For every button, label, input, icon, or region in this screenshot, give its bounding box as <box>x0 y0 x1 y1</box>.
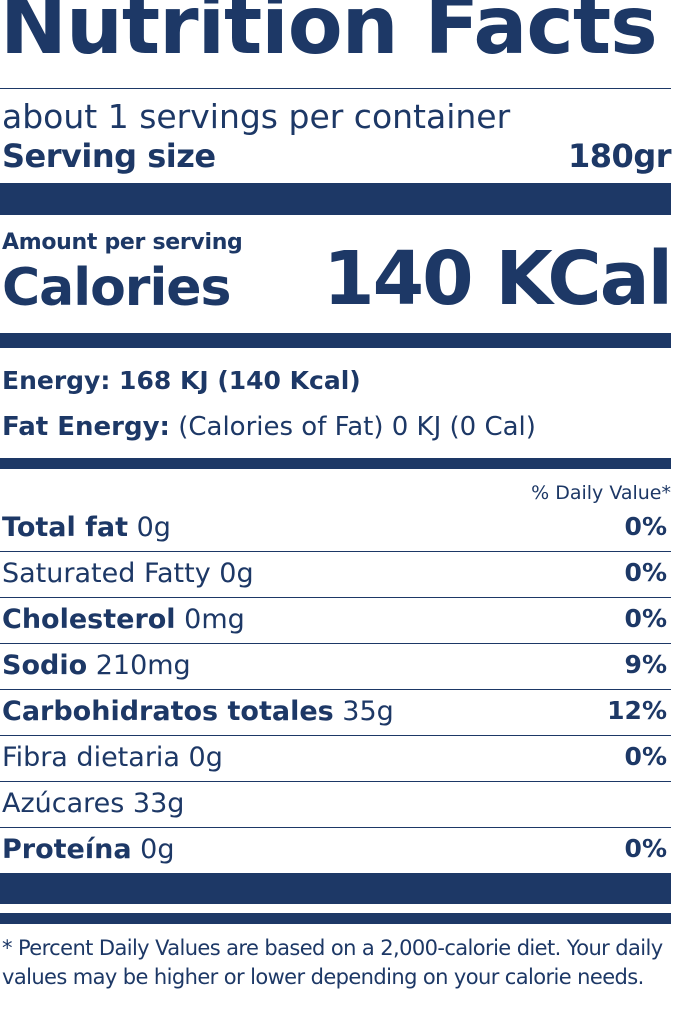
row-divider <box>0 735 671 736</box>
fat-energy-line: Fat Energy: (Calories of Fat) 0 KJ (0 Ca… <box>2 414 536 440</box>
row-divider <box>0 597 671 598</box>
nutrient-amount: Fibra dietaria 0g <box>2 742 223 773</box>
serving-size-label: Serving size <box>2 137 216 175</box>
calories-label: Calories <box>2 258 231 318</box>
calories-value: 140 KCal <box>323 236 673 322</box>
divider <box>0 88 671 89</box>
nutrient-row: Azúcares 33g <box>0 782 671 828</box>
nutrient-name: Carbohidratos totales 35g <box>2 698 394 725</box>
nutrient-name-bold: Carbohidratos totales <box>2 696 334 727</box>
row-divider <box>0 551 671 552</box>
nutrient-daily-value: 12% <box>607 696 667 725</box>
footnote: * Percent Daily Values are based on a 2,… <box>2 936 663 989</box>
nutrient-name: Sodio 210mg <box>2 652 191 679</box>
medium-divider <box>0 333 671 348</box>
nutrient-name-bold: Cholesterol <box>2 604 176 635</box>
nutrient-amount: 0mg <box>175 604 245 635</box>
nutrient-daily-value: 0% <box>624 604 667 633</box>
nutrient-daily-value: 9% <box>624 650 667 679</box>
nutrient-row: Sodio 210mg 9% <box>0 644 671 690</box>
nutrient-daily-value: 0% <box>624 512 667 541</box>
nutrient-name: Cholesterol 0mg <box>2 606 245 633</box>
nutrient-daily-value: 0% <box>624 742 667 771</box>
medium-divider <box>0 458 671 469</box>
nutrient-daily-value: 0% <box>624 558 667 587</box>
nutrient-name-bold: Proteína <box>2 834 132 865</box>
nutrient-row: Saturated Fatty 0g 0% <box>0 552 671 598</box>
serving-size-value: 180gr <box>568 137 671 175</box>
nutrient-name-bold: Total fat <box>2 512 129 543</box>
nutrient-row: Cholesterol 0mg 0% <box>0 598 671 644</box>
row-divider <box>0 643 671 644</box>
nutrient-name-bold: Sodio <box>2 650 88 681</box>
label-title: Nutrition Facts <box>0 0 658 72</box>
energy-line: Energy: 168 KJ (140 Kcal) <box>2 366 361 395</box>
fat-energy-value: (Calories of Fat) 0 KJ (0 Cal) <box>169 412 536 442</box>
nutrient-amount: Saturated Fatty 0g <box>2 558 254 589</box>
medium-divider <box>0 913 671 924</box>
amount-per-serving: Amount per serving <box>2 230 243 255</box>
thick-divider <box>0 873 671 904</box>
nutrient-name: Proteína 0g <box>2 836 174 863</box>
nutrient-amount: 0g <box>128 512 171 543</box>
nutrient-amount: Azúcares 33g <box>2 788 185 819</box>
fat-energy-label: Fat Energy: <box>2 412 170 442</box>
row-divider <box>0 781 671 782</box>
nutrient-daily-value: 0% <box>624 834 667 863</box>
daily-value-header: % Daily Value* <box>531 482 671 504</box>
nutrient-amount: 35g <box>333 696 394 727</box>
nutrient-name: Azúcares 33g <box>2 790 184 817</box>
servings-per-container: about 1 servings per container <box>2 97 511 136</box>
nutrient-row: Total fat 0g 0% <box>0 506 671 552</box>
nutrient-row: Proteína 0g 0% <box>0 828 671 874</box>
row-divider <box>0 689 671 690</box>
nutrient-name: Saturated Fatty 0g <box>2 560 254 587</box>
nutrient-row: Fibra dietaria 0g 0% <box>0 736 671 782</box>
nutrient-name: Fibra dietaria 0g <box>2 744 223 771</box>
nutrient-name: Total fat 0g <box>2 514 171 541</box>
row-divider <box>0 827 671 828</box>
nutrient-amount: 0g <box>131 834 175 865</box>
nutrient-row: Carbohidratos totales 35g 12% <box>0 690 671 736</box>
thick-divider <box>0 183 671 215</box>
nutrient-amount: 210mg <box>87 650 191 681</box>
